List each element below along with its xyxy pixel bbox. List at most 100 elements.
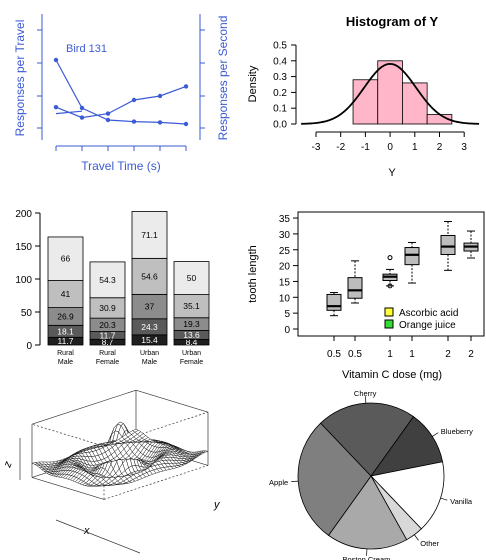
series-point xyxy=(79,115,85,120)
y-tick-label: 20 xyxy=(279,262,291,273)
x-tick-label: 2 xyxy=(468,349,474,360)
bar-value-label: 41 xyxy=(61,289,71,299)
bar-value-label: 30.9 xyxy=(99,303,116,313)
z-axis-label: z xyxy=(1,459,15,470)
category-label: Urban xyxy=(182,350,201,357)
x-tick-label: -1 xyxy=(361,142,370,153)
series-point xyxy=(183,121,189,127)
connector-line xyxy=(55,110,83,115)
bar-value-label: 35.1 xyxy=(183,301,200,311)
category-label: Male xyxy=(142,359,157,366)
y-tick-label: 50 xyxy=(21,308,33,319)
bar-value-label: 13.6 xyxy=(183,330,200,340)
bar-value-label: 20.3 xyxy=(99,320,116,330)
legend-swatch xyxy=(384,307,394,317)
pie-label-tick xyxy=(440,497,448,501)
y-axis-label: y xyxy=(213,499,221,511)
chart-title: Histogram of Y xyxy=(346,14,439,29)
bar-value-label: 18.1 xyxy=(57,326,74,336)
y-tick-label: 200 xyxy=(15,209,32,220)
bar-value-label: 66 xyxy=(61,254,71,264)
category-label: Urban xyxy=(140,350,159,357)
bar-segment xyxy=(131,211,168,259)
plot-frame xyxy=(297,211,485,337)
legend-label: Ascorbic acid xyxy=(399,308,458,319)
histogram-bar xyxy=(377,60,403,125)
legend-label: Orange juice xyxy=(399,320,456,331)
bar-value-label: 71.1 xyxy=(141,230,158,240)
histogram-bar xyxy=(402,82,428,125)
box xyxy=(326,293,342,311)
bar-value-label: 26.9 xyxy=(57,311,74,321)
bar-value-label: 11.7 xyxy=(58,336,74,346)
bar-segment xyxy=(131,257,168,295)
category-label: Female xyxy=(96,359,119,366)
line-chart-panel: Bird 131 Travel Time (s) Responses per Tra… xyxy=(13,14,230,173)
x-tick-label: 3 xyxy=(461,142,467,153)
y-axis-label: Density xyxy=(247,65,259,102)
bar-segment xyxy=(173,261,210,295)
y-tick-label: 15 xyxy=(279,277,291,288)
series-point xyxy=(105,117,111,123)
x-axis-label: Vitamin C dose (mg) xyxy=(342,369,442,381)
x-tick-label: 1 xyxy=(387,349,393,360)
x-tick-label: -2 xyxy=(336,142,345,153)
box-edge xyxy=(31,423,105,447)
bar-segment xyxy=(47,280,84,308)
y-tick-label: 0 xyxy=(26,341,32,352)
y-axis-label-right: Responses per Second xyxy=(216,16,230,141)
y-tick-label: 0.0 xyxy=(273,120,287,131)
pie-slice xyxy=(370,461,445,530)
box-edge xyxy=(31,389,137,425)
y-axis-label-left: Responses per Travel xyxy=(13,20,27,137)
bar-value-label: 54.3 xyxy=(99,275,116,285)
series-point xyxy=(157,93,163,99)
y-tick-label: 35 xyxy=(279,214,291,225)
x-tick-label: 0 xyxy=(387,142,393,153)
bar-value-label: 8.7 xyxy=(102,337,114,347)
bar-value-label: 24.3 xyxy=(141,322,158,332)
pie-slice-label: Vanilla xyxy=(450,497,473,506)
pie-label-tick xyxy=(414,534,419,541)
bar-value-label: 11.7 xyxy=(100,330,116,340)
y-tick-label: 0.2 xyxy=(273,88,287,99)
x-tick-label: 2 xyxy=(437,142,443,153)
x-tick-label: 2 xyxy=(445,349,451,360)
pie-label-tick xyxy=(432,432,439,437)
y-tick-label: 0.4 xyxy=(273,56,287,67)
series-point xyxy=(131,119,137,124)
pie-slice xyxy=(320,402,415,477)
y-tick-label: 100 xyxy=(15,275,32,286)
series-point xyxy=(157,120,163,125)
y-tick-label: 0.1 xyxy=(273,104,287,115)
pie-slice xyxy=(297,422,372,536)
pie-slice-label: Blueberry xyxy=(441,427,473,436)
category-label: Rural xyxy=(57,350,74,357)
x-tick-label: 1 xyxy=(409,349,415,360)
stacked-bar-panel: 05010015020011.718.126.94166RuralMale8.7… xyxy=(15,209,210,366)
y-axis-label: tooth length xyxy=(247,245,259,303)
bar-value-label: 15.4 xyxy=(141,335,158,345)
pie-slice xyxy=(327,475,408,550)
legend-swatch xyxy=(384,319,394,329)
bar-segment xyxy=(89,261,126,299)
box xyxy=(404,247,420,266)
bar-value-label: 19.3 xyxy=(183,319,200,329)
series-line-1 xyxy=(55,85,187,119)
series-point xyxy=(105,111,111,116)
x-tick-label: 1 xyxy=(412,142,418,153)
x-tick-label: 0.5 xyxy=(348,349,362,360)
pie-slice-label: Boston Cream xyxy=(342,555,390,560)
outlier-point xyxy=(387,255,393,261)
category-label: Female xyxy=(180,359,203,366)
y-tick-label: 5 xyxy=(284,309,290,320)
series-point xyxy=(53,105,59,110)
category-label: Rural xyxy=(99,350,116,357)
box xyxy=(347,277,363,299)
y-tick-label: 25 xyxy=(279,246,291,257)
surface-panel: x y z xyxy=(1,389,221,554)
pie-panel: Blueberry Vanilla Other Boston Cream Apple Ch… xyxy=(269,389,473,560)
density-curve xyxy=(301,62,480,125)
